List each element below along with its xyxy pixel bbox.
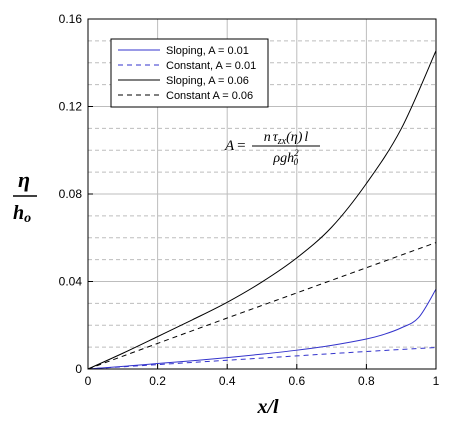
formula-lhs: A =	[224, 138, 246, 154]
x-tick-label: 1	[433, 374, 440, 388]
y-tick-label: 0	[75, 362, 82, 376]
x-tick-label: 0.4	[219, 374, 236, 388]
y-axis-label: η ho	[13, 167, 37, 226]
series-line-1	[87, 288, 437, 370]
x-axis-ticks: 0 0.2 0.4 0.6 0.8 1	[85, 364, 440, 388]
y-tick-label: 0.12	[59, 100, 83, 114]
x-axis-label: x/l	[256, 396, 279, 418]
series-line-3	[87, 50, 437, 370]
y-tick-label: 0.04	[59, 275, 83, 289]
formula-annotation: A = n τzx(η) l ρgh2 0	[224, 130, 320, 167]
x-tick-label: 0.6	[288, 374, 305, 388]
series-lines	[87, 50, 437, 370]
y-axis-ticks: 0 0.04 0.08 0.12 0.16	[59, 12, 93, 376]
series-line-4	[87, 242, 437, 370]
y-axis-label-denominator: ho	[13, 202, 31, 226]
x-tick-label: 0	[85, 374, 92, 388]
legend-label-3: Sloping, A = 0.06	[166, 75, 249, 87]
x-tick-label: 0.2	[149, 374, 166, 388]
legend: Sloping, A = 0.01 Constant, A = 0.01 Slopi…	[110, 38, 269, 108]
legend-label-4: Constant A = 0.06	[166, 90, 253, 102]
formula-numerator: n τzx(η) l	[264, 130, 309, 147]
legend-label-1: Sloping, A = 0.01	[166, 45, 249, 57]
legend-items: Sloping, A = 0.01 Constant, A = 0.01 Slopi…	[118, 45, 256, 102]
formula-denominator: ρgh2 0	[272, 148, 299, 167]
series-line-2	[87, 347, 437, 370]
x-tick-label: 0.8	[358, 374, 375, 388]
y-tick-label: 0.08	[59, 187, 83, 201]
y-tick-label: 0.16	[59, 12, 83, 26]
y-axis-label-numerator: η	[18, 167, 30, 192]
legend-label-2: Constant, A = 0.01	[166, 60, 256, 72]
